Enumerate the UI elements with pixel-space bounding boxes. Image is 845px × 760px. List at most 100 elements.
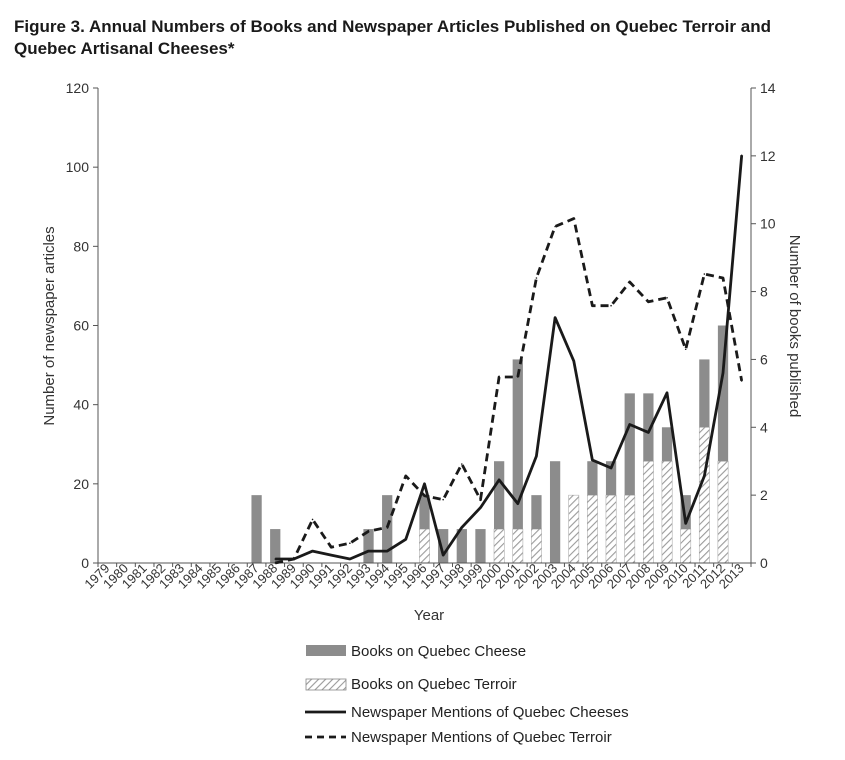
line-point-terroir-mentions-1997	[442, 498, 444, 501]
bar-books-terroir-2006	[605, 494, 617, 564]
legend-label-books-terroir: Books on Quebec Terroir	[351, 676, 517, 693]
y-left-tick-label-20: 20	[73, 476, 89, 492]
bar-books-cheese-1997	[438, 529, 449, 563]
line-point-cheese-mentions-1992	[349, 558, 351, 560]
line-point-terroir-mentions-2001	[516, 376, 519, 378]
y-left-tick-label-80: 80	[73, 238, 89, 254]
line-point-cheese-mentions-2000	[498, 479, 500, 481]
line-point-cheese-mentions-1999	[479, 506, 482, 509]
line-point-terroir-mentions-2013	[740, 380, 743, 382]
line-series-cheese-mentions	[275, 155, 744, 561]
line-point-terroir-mentions-1999	[479, 498, 482, 501]
bar-books-terroir-2002	[531, 528, 542, 564]
line-point-cheese-mentions-2007	[628, 423, 631, 426]
bar-books-cheese-2006	[605, 461, 617, 496]
bar-books-cheese-1998	[456, 529, 467, 563]
line-point-cheese-mentions-2010	[684, 522, 687, 525]
line-point-terroir-mentions-1998	[461, 463, 463, 465]
line-point-terroir-mentions-2008	[647, 300, 650, 303]
line-point-terroir-mentions-2004	[572, 217, 575, 220]
line-point-cheese-mentions-1993	[367, 550, 370, 552]
bar-books-terroir-2001	[512, 528, 524, 564]
line-point-cheese-mentions-2005	[591, 459, 594, 461]
line-point-terroir-mentions-1990	[311, 518, 314, 521]
line-point-terroir-mentions-2011	[703, 273, 706, 275]
bar-books-cheese-1988	[270, 529, 281, 563]
legend-label-terroir-mentions: Newspaper Mentions of Quebec Terroir	[351, 729, 612, 746]
line-point-terroir-mentions-1988	[274, 562, 277, 564]
line-point-cheese-mentions-2009	[666, 391, 668, 394]
y-right-tick-label-6: 6	[760, 351, 768, 367]
bar-books-cheese-2005	[587, 461, 598, 496]
line-point-cheese-mentions-2003	[554, 316, 556, 319]
line-point-terroir-mentions-1996	[423, 494, 426, 497]
bar-books-cheese-2012	[717, 325, 729, 462]
line-point-cheese-mentions-1994	[386, 550, 388, 552]
legend-label-books-cheese: Books on Quebec Cheese	[351, 643, 526, 660]
bar-books-cheese-2003	[549, 461, 561, 563]
bar-books-cheese-2011	[699, 359, 710, 428]
legend-swatch-books-terroir	[305, 678, 347, 691]
bar-books-cheese-1987	[251, 495, 262, 563]
bar-books-terroir-2005	[587, 494, 598, 564]
line-point-terroir-mentions-2006	[610, 304, 612, 307]
bar-books-terroir-2004	[568, 494, 580, 564]
figure-title: Figure 3. Annual Numbers of Books and Ne…	[14, 17, 771, 58]
bar-books-cheese-2009	[661, 427, 673, 462]
line-point-cheese-mentions-1988	[274, 558, 277, 560]
line-point-cheese-mentions-1990	[311, 550, 314, 552]
y-left-tick-label-0: 0	[81, 555, 89, 571]
line-point-cheese-mentions-1995	[405, 538, 407, 541]
y-right-tick-label-12: 12	[760, 148, 776, 164]
lines-layer	[274, 154, 744, 565]
bars-layer	[251, 325, 729, 564]
line-point-cheese-mentions-2001	[516, 502, 519, 505]
y-right-tick-label-10: 10	[760, 216, 776, 232]
bar-books-cheese-2010	[680, 495, 691, 530]
y-right-tick-label-0: 0	[760, 555, 768, 571]
bar-books-terroir-2000	[493, 528, 505, 564]
bar-books-cheese-2000	[493, 461, 505, 530]
y-left-tick-label-40: 40	[73, 397, 89, 413]
line-series-terroir-mentions	[274, 217, 744, 565]
bar-books-cheese-2008	[643, 393, 654, 462]
line-point-terroir-mentions-2009	[666, 296, 668, 299]
line-point-cheese-mentions-2008	[647, 431, 650, 434]
line-point-terroir-mentions-2010	[684, 348, 687, 351]
line-point-terroir-mentions-1993	[367, 530, 370, 533]
line-point-terroir-mentions-1994	[386, 526, 388, 529]
bar-books-cheese-1994	[382, 495, 393, 563]
bar-books-cheese-2001	[512, 359, 523, 530]
bar-books-cheese-1996	[419, 495, 430, 530]
line-point-cheese-mentions-1998	[461, 526, 463, 529]
line-point-cheese-mentions-1996	[423, 483, 426, 485]
line-point-terroir-mentions-2002	[535, 277, 538, 279]
bar-books-cheese-1999	[475, 529, 486, 563]
x-axis-title: Year	[414, 607, 444, 624]
y-right-tick-label-2: 2	[760, 487, 768, 503]
bar-books-terroir-2010	[680, 528, 692, 564]
line-point-cheese-mentions-2011	[703, 475, 706, 477]
bar-books-terroir-2011	[698, 427, 710, 564]
line-point-terroir-mentions-2003	[554, 225, 556, 228]
bar-books-cheese-2002	[531, 495, 542, 530]
y-axis-right-title: Number of books published	[786, 235, 803, 418]
y-right-tick-label-14: 14	[760, 80, 776, 96]
line-point-terroir-mentions-2012	[722, 277, 724, 279]
y-axis-left-title: Number of newspaper articles	[41, 226, 58, 425]
line-point-terroir-mentions-2005	[591, 304, 594, 307]
line-point-cheese-mentions-2013	[740, 154, 743, 157]
y-right-tick-label-4: 4	[760, 419, 768, 435]
legend-swatch-books-cheese	[306, 645, 346, 656]
line-point-terroir-mentions-1991	[330, 546, 333, 548]
bar-books-cheese-1993	[363, 529, 374, 563]
line-point-cheese-mentions-1989	[293, 558, 295, 560]
labels-layer: Year Number of newspaper articles Number…	[41, 226, 803, 624]
line-point-terroir-mentions-2000	[498, 376, 500, 378]
y-right-tick-label-8: 8	[760, 284, 768, 300]
y-left-tick-label-100: 100	[66, 159, 90, 175]
line-point-cheese-mentions-2004	[572, 360, 575, 362]
bar-books-terroir-2012	[717, 460, 729, 564]
legend: Books on Quebec Cheese Books on Quebec T…	[305, 643, 629, 746]
